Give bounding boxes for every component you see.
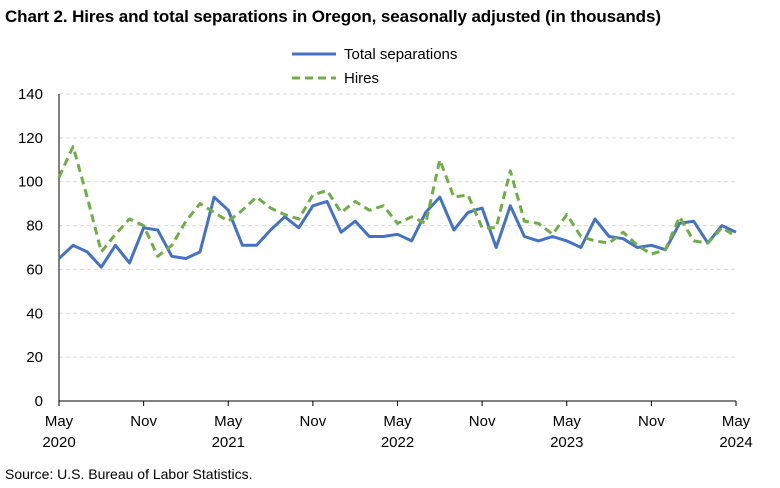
legend: Total separations Hires bbox=[292, 46, 457, 87]
x-tick-label-month: Nov bbox=[130, 413, 157, 430]
x-tick-label-year: 2024 bbox=[719, 434, 752, 451]
x-tick-label-month: Nov bbox=[638, 413, 665, 430]
x-tick-label-month: Nov bbox=[469, 413, 496, 430]
y-tick-label: 120 bbox=[18, 130, 43, 147]
x-tick-label-year: 2020 bbox=[42, 434, 75, 451]
x-tick-label-year: 2021 bbox=[212, 434, 245, 451]
x-tick-label-month: May bbox=[722, 413, 751, 430]
axes bbox=[58, 94, 737, 406]
x-axis-tick-labels: May 2020 Nov May 2021 Nov May 2022 Nov May 2023 Nov… bbox=[42, 413, 752, 451]
x-tick-label-month: May bbox=[214, 413, 243, 430]
x-tick-label-year: 2022 bbox=[381, 434, 414, 451]
y-tick-label: 20 bbox=[26, 349, 43, 366]
y-tick-label: 80 bbox=[26, 218, 43, 235]
source-note: Source: U.S. Bureau of Labor Statistics. bbox=[5, 466, 253, 482]
x-tick-label-month: Nov bbox=[300, 413, 327, 430]
legend-label: Total separations bbox=[344, 46, 457, 63]
legend-label: Hires bbox=[344, 70, 379, 87]
series-line-hires bbox=[57, 145, 737, 258]
gridlines bbox=[59, 93, 736, 358]
y-tick-label: 0 bbox=[35, 393, 43, 410]
x-tick-label-month: May bbox=[383, 413, 412, 430]
x-tick-label-month: May bbox=[553, 413, 582, 430]
y-tick-label: 60 bbox=[26, 261, 43, 278]
y-tick-label: 40 bbox=[26, 305, 43, 322]
chart-title: Chart 2. Hires and total separations in … bbox=[5, 7, 661, 26]
y-axis-tick-labels: 0 20 40 60 80 100 120 140 bbox=[18, 86, 43, 410]
x-tick-label-month: May bbox=[45, 413, 74, 430]
series-lines bbox=[57, 145, 737, 269]
y-tick-label: 100 bbox=[18, 174, 43, 191]
series-line-total-separations bbox=[57, 195, 737, 269]
x-tick-label-year: 2023 bbox=[550, 434, 583, 451]
y-tick-label: 140 bbox=[18, 86, 43, 103]
